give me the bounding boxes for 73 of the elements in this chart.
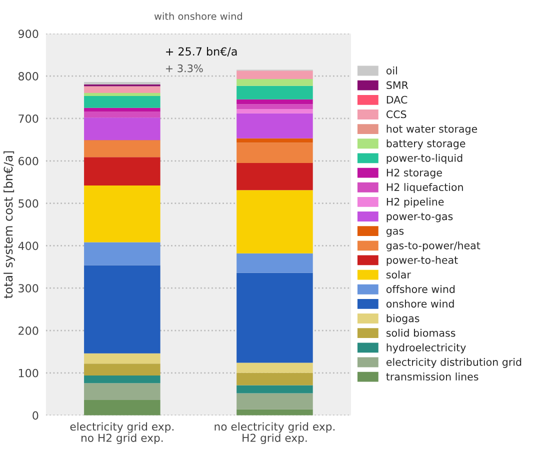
bar: [84, 265, 160, 354]
bar: [84, 364, 160, 376]
legend-label: hydroelectricity: [386, 343, 466, 354]
legend-label: SMR: [386, 81, 408, 90]
y-tick-label: 600: [18, 156, 38, 166]
bar: [236, 393, 313, 410]
y-tick-label: 200: [18, 326, 38, 335]
bar: [236, 86, 313, 100]
bar: [84, 82, 160, 85]
bar: [236, 253, 313, 273]
x-tick-label: no electricity grid exp. H2 grid exp.: [214, 422, 334, 444]
bar: [236, 409, 313, 416]
y-tick-label: 100: [18, 368, 38, 378]
bar: [236, 142, 313, 164]
bar: [236, 113, 313, 138]
annotation: + 25.7 bn€/a: [166, 47, 237, 57]
legend-label: power-to-liquid: [386, 154, 462, 164]
legend-label: H2 storage: [386, 168, 442, 178]
bar: [84, 108, 160, 112]
legend-label: H2 liquefaction: [386, 183, 463, 194]
legend-label: hot water storage: [386, 124, 478, 135]
bar: [236, 163, 313, 190]
y-tick-label: 500: [18, 199, 38, 208]
legend-label: oil: [386, 66, 397, 74]
chart-title: with onshore wind: [154, 12, 242, 20]
legend-label: onshore wind: [386, 300, 454, 308]
y-axis-title: total system cost [bn€/a]: [4, 151, 15, 298]
bar: [236, 70, 313, 80]
bar: [84, 86, 160, 93]
x-tick-label: electricity grid exp. no H2 grid exp.: [70, 422, 174, 444]
y-tick-label: 400: [18, 242, 38, 250]
legend-label: solid biomass: [386, 328, 456, 337]
legend-label: H2 pipeline: [386, 198, 444, 208]
bar: [84, 185, 160, 242]
legend-label: electricity distribution grid: [386, 358, 522, 368]
y-tick-label: 800: [18, 72, 38, 80]
bar: [236, 109, 313, 114]
bar: [84, 157, 160, 186]
y-tick-label: 700: [18, 114, 38, 123]
legend-label: biogas: [386, 314, 420, 324]
legend-label: DAC: [386, 96, 408, 104]
legend-label: transmission lines: [386, 372, 478, 381]
legend-label: CCS: [386, 110, 406, 118]
y-tick-label: 900: [18, 30, 38, 38]
bar: [84, 140, 160, 158]
bar: [236, 272, 313, 363]
bar: [236, 362, 313, 373]
legend-label: power-to-gas: [386, 212, 453, 222]
bar: [84, 93, 160, 96]
bar: [236, 190, 313, 254]
bar: [236, 372, 313, 386]
bar: [84, 353, 160, 364]
annotation: + 3.3%: [166, 64, 203, 72]
y-tick-label: 0: [32, 411, 38, 420]
bar: [236, 138, 313, 143]
bar: [84, 383, 160, 400]
bar: [84, 400, 160, 416]
legend-label: power-to-heat: [386, 256, 458, 266]
legend-label: gas-to-power/heat: [386, 241, 480, 252]
bar: [84, 96, 160, 108]
y-tick-label: 300: [18, 284, 38, 292]
legend-label: solar: [386, 270, 411, 278]
bar: [84, 375, 160, 384]
bar: [236, 79, 313, 86]
bar: [236, 104, 313, 110]
legend-label: offshore wind: [386, 285, 455, 294]
legend-label: battery storage: [386, 139, 466, 150]
bar: [84, 118, 160, 140]
legend-label: gas: [386, 228, 404, 237]
bar: [236, 385, 313, 394]
bar: [84, 112, 160, 118]
bar: [236, 99, 313, 104]
bar: [84, 242, 160, 266]
